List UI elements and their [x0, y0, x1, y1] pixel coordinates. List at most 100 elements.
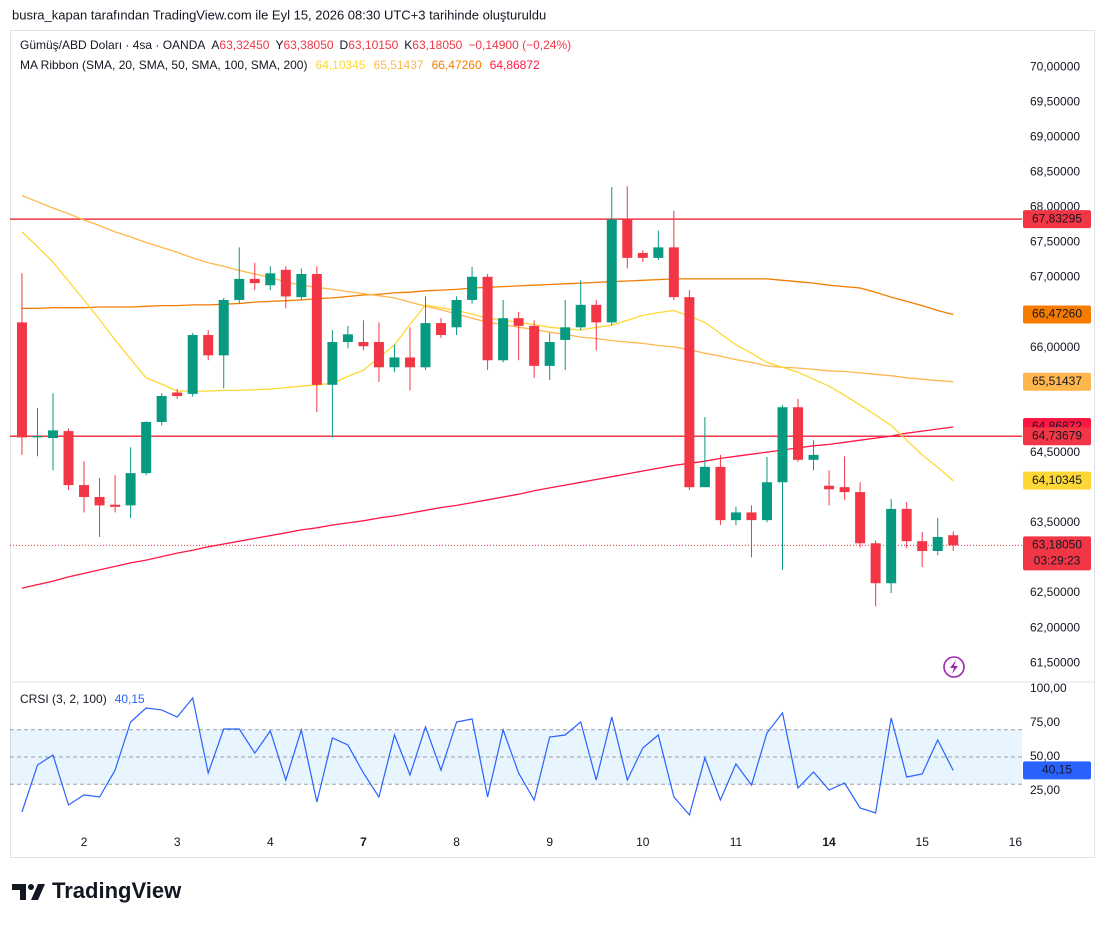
ribbon-title: MA Ribbon (SMA, 20, SMA, 50, SMA, 100, S…	[20, 58, 307, 72]
candle-body	[436, 323, 447, 336]
candle-body	[296, 274, 307, 298]
candle-body	[839, 487, 850, 493]
ohlc-key: K	[404, 38, 412, 52]
ohlc-value: 63,32450	[219, 38, 269, 52]
candle-body	[482, 276, 493, 361]
candle-body	[622, 219, 633, 258]
candle-body	[529, 325, 540, 366]
watermark: busra_kapan tarafından TradingView.com i…	[12, 7, 546, 22]
candle-body	[373, 342, 384, 368]
candle-body	[684, 297, 695, 488]
ribbon-value: 64,10345	[315, 58, 365, 72]
y-tick-label: 75,00	[1030, 715, 1060, 729]
frame	[10, 30, 1095, 858]
legend-line: MA Ribbon (SMA, 20, SMA, 50, SMA, 100, S…	[20, 58, 540, 72]
ribbon-value: 66,47260	[432, 58, 482, 72]
candle-body	[668, 247, 679, 298]
ohlc-key: Y	[275, 38, 283, 52]
candle-body	[125, 473, 136, 506]
candle-body	[808, 454, 819, 460]
last-price-badge-bg	[1023, 536, 1091, 571]
candle-body	[513, 318, 524, 326]
ohlc-key: A	[211, 38, 219, 52]
candle-body	[761, 482, 772, 521]
rsi-badge-bg	[1023, 761, 1091, 780]
candle-body	[358, 342, 369, 347]
x-tick-label: 2	[81, 835, 88, 849]
y-tick-label: 66,00000	[1030, 340, 1080, 354]
x-tick-label: 4	[267, 835, 274, 849]
candle-body	[575, 304, 586, 328]
candle-body	[606, 219, 617, 323]
candle-body	[389, 357, 400, 368]
candle-body	[917, 541, 928, 551]
y-tick-label: 63,50000	[1030, 515, 1080, 529]
x-tick-label: 14	[822, 835, 836, 849]
x-tick-label: 9	[546, 835, 553, 849]
candle-body	[699, 466, 710, 488]
candle-body	[870, 543, 881, 584]
alert-icon[interactable]	[943, 656, 965, 678]
y-tick-label: 64,50000	[1030, 445, 1080, 459]
candle-body	[327, 342, 338, 385]
hline-badge-bg	[1023, 427, 1091, 446]
candle-body	[32, 435, 43, 438]
y-tick-label: 62,50000	[1030, 585, 1080, 599]
ma-badge-bg	[1023, 305, 1091, 324]
candle-body	[63, 431, 74, 486]
candle-body	[420, 323, 431, 368]
candle-body	[451, 299, 462, 328]
ribbon-value: 64,86872	[490, 58, 540, 72]
ma-badge: 64,10345	[1032, 473, 1082, 487]
ma-badge: 65,51437	[1032, 374, 1082, 388]
candle-body	[203, 335, 214, 356]
ohlc-value: 63,18050	[412, 38, 462, 52]
y-tick-label: 50,00	[1030, 749, 1060, 763]
hline-badge: 67,83295	[1032, 211, 1082, 225]
candle-body	[777, 407, 788, 483]
candle-body	[79, 485, 90, 497]
y-tick-label: 100,00	[1030, 681, 1067, 695]
rsi-badge: 40,15	[1042, 763, 1072, 777]
y-tick-label: 62,00000	[1030, 620, 1080, 634]
ribbon-value: 65,51437	[374, 58, 424, 72]
candle-body	[234, 278, 245, 300]
candle-body	[47, 430, 58, 439]
candle-body	[824, 485, 835, 490]
brand: TradingView	[52, 878, 182, 903]
candle-body	[948, 535, 959, 546]
candle-body	[110, 504, 121, 507]
ohlc-value: 63,10150	[348, 38, 398, 52]
x-tick-label: 10	[636, 835, 650, 849]
candle-body	[730, 512, 741, 521]
x-tick-label: 8	[453, 835, 460, 849]
candle-body	[855, 492, 866, 544]
y-tick-label: 25,00	[1030, 783, 1060, 797]
candle-body	[544, 342, 555, 366]
rsi-value: 40,15	[115, 692, 145, 706]
y-tick-label: 70,00000	[1030, 59, 1080, 73]
candle-body	[172, 392, 183, 397]
last-price-badge: 63,18050	[1032, 538, 1082, 552]
ohlc-value: 63,38050	[283, 38, 333, 52]
candle-body	[886, 508, 897, 584]
rsi-line	[21, 696, 954, 817]
countdown: 03:29:23	[1034, 554, 1081, 568]
y-tick-label: 67,50000	[1030, 235, 1080, 249]
symbol: Gümüş/ABD Doları · 4sa · OANDA	[20, 38, 205, 52]
candle-body	[793, 407, 804, 460]
candle-body	[311, 274, 322, 385]
candle-body	[156, 396, 167, 422]
legend-line: Gümüş/ABD Doları · 4sa · OANDA A63,32450 Y…	[20, 38, 571, 52]
candle-body	[591, 304, 602, 323]
ma-badge: 66,47260	[1032, 307, 1082, 321]
candle-body	[94, 496, 105, 506]
candle-body	[280, 269, 291, 297]
candle-body	[653, 247, 664, 258]
x-tick-label: 11	[730, 835, 743, 849]
x-tick-label: 7	[360, 835, 367, 849]
candle-body	[637, 252, 648, 258]
hline-badge-bg	[1023, 210, 1091, 229]
candle-body	[467, 276, 478, 300]
